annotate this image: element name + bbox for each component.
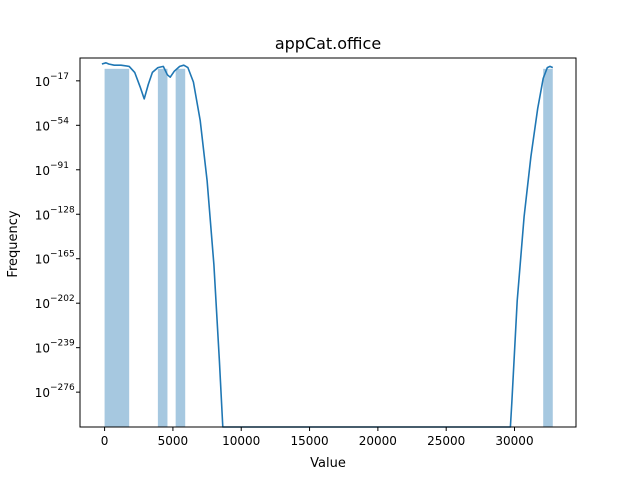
chart-title: appCat.office (275, 34, 381, 53)
y-tick-label-5: 10 (35, 297, 50, 311)
x-tick-label-0: 0 (101, 434, 109, 448)
y-tick-label-2: 10 (35, 164, 50, 178)
y-tick-label-0: 10 (35, 75, 50, 89)
x-tick-label-1: 5000 (158, 434, 189, 448)
x-tick-label-3: 15000 (290, 434, 328, 448)
y-tick-label-6: 10 (35, 342, 50, 356)
y-tick-label-1: 10 (35, 119, 50, 133)
histogram-bar-3 (543, 68, 553, 427)
histogram-bar-2 (175, 68, 186, 427)
histogram-bar-0 (104, 68, 130, 427)
x-tick-label-6: 30000 (495, 434, 533, 448)
y-axis-label: Frequency (6, 210, 21, 277)
y-tick-label-7: 10 (35, 386, 50, 400)
axes-frame (79, 57, 577, 428)
y-tick-exponent-0: −17 (50, 72, 69, 82)
x-axis-label: Value (310, 456, 346, 471)
y-tick-exponent-4: −165 (50, 250, 75, 260)
y-tick-label-3: 10 (35, 208, 50, 222)
y-tick-exponent-5: −202 (50, 294, 75, 304)
kde-line (101, 62, 554, 428)
y-tick-exponent-7: −276 (50, 383, 75, 393)
x-tick-label-2: 10000 (222, 434, 260, 448)
y-tick-exponent-1: −54 (50, 116, 69, 126)
y-tick-label-4: 10 (35, 253, 50, 267)
y-tick-exponent-2: −91 (50, 161, 69, 171)
x-tick-label-5: 25000 (427, 434, 465, 448)
histogram-bar-1 (157, 68, 168, 427)
x-tick-label-4: 20000 (359, 434, 397, 448)
y-tick-exponent-6: −239 (50, 339, 75, 349)
y-tick-exponent-3: −128 (50, 205, 75, 215)
